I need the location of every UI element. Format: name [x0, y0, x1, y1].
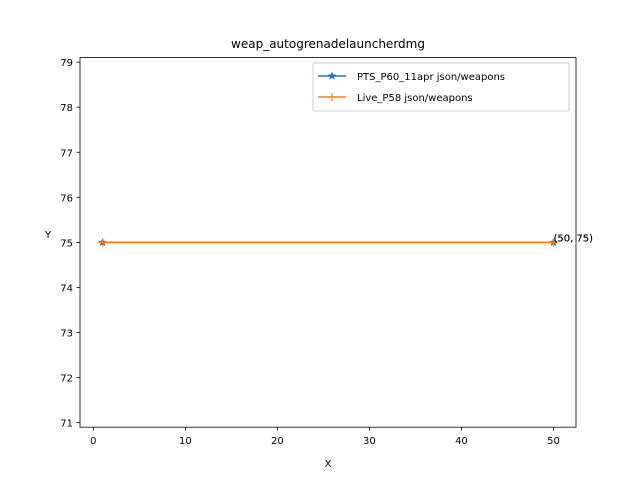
x-axis: 0 10 20 30 40 50: [90, 427, 560, 447]
y-tick-label: 71: [60, 419, 73, 430]
y-tick-label: 77: [60, 148, 73, 159]
y-axis-label: Y: [44, 230, 52, 241]
x-axis-label: X: [325, 459, 332, 470]
y-tick-label: 72: [60, 374, 73, 385]
point-annotation: (50, 75): [553, 233, 593, 244]
y-tick-label: 79: [60, 58, 73, 69]
legend: PTS_P60_11apr json/weapons Live_P58 json/…: [312, 62, 570, 112]
y-tick-label: 76: [60, 193, 73, 204]
chart-title: weap_autogrenadelauncherdmg: [231, 37, 425, 51]
series-2-point: [98, 238, 107, 247]
legend-box: [312, 62, 570, 112]
legend-label-1: PTS_P60_11apr json/weapons: [357, 72, 505, 83]
series-layer: [98, 237, 558, 247]
legend-marker-1: [327, 71, 337, 80]
x-tick-label: 20: [271, 436, 284, 447]
y-axis: 71 72 73 74 75 76 77 78 79: [60, 58, 80, 430]
x-tick-label: 0: [90, 436, 96, 447]
y-tick-label: 74: [60, 283, 73, 294]
point-annotation: (50, 75): [553, 233, 593, 244]
y-tick-label: 78: [60, 103, 73, 114]
y-tick-label: 73: [60, 329, 73, 340]
y-tick-label: 75: [60, 238, 73, 249]
x-tick-label: 10: [179, 436, 192, 447]
x-tick-label: 30: [363, 436, 376, 447]
x-tick-label: 50: [547, 436, 560, 447]
legend-marker-2: [328, 93, 336, 101]
x-tick-label: 40: [455, 436, 468, 447]
series-2-point: [549, 238, 558, 247]
annotation-layer: (50, 75)(50, 75): [553, 233, 593, 244]
legend-label-2: Live_P58 json/weapons: [357, 93, 473, 104]
